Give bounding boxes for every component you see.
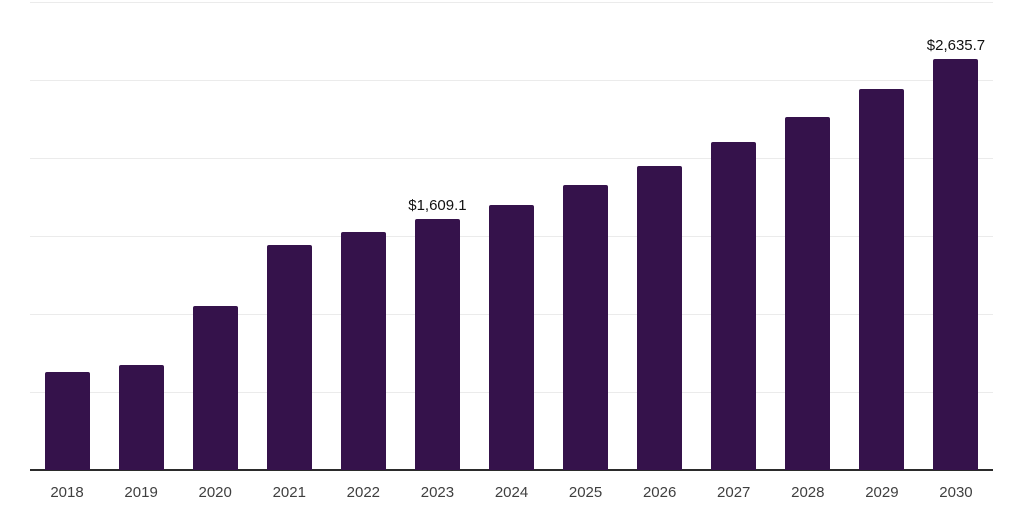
bar-2025 — [563, 185, 609, 470]
bar-2018 — [44, 371, 90, 470]
x-tick-label-2026: 2026 — [642, 484, 677, 501]
bar-2026 — [637, 165, 683, 470]
bar-2030 — [933, 58, 979, 470]
bar-2022 — [340, 232, 386, 470]
x-tick-label-2024: 2024 — [494, 484, 529, 501]
bar-2024 — [489, 204, 534, 470]
x-tick-label-2023: 2023 — [420, 484, 455, 501]
x-tick-label-2027: 2027 — [717, 484, 751, 501]
bar-2023 — [414, 218, 460, 470]
x-tick-label-2028: 2028 — [791, 484, 825, 501]
x-tick-label-2019: 2019 — [124, 484, 158, 501]
bar-2019 — [118, 364, 164, 470]
x-axis-line — [30, 469, 993, 471]
gridline-2000 — [30, 158, 993, 159]
bar-2028 — [785, 117, 831, 470]
x-tick-label-2025: 2025 — [568, 484, 603, 501]
x-tick-label-2021: 2021 — [272, 484, 306, 501]
x-tick-label-2018: 2018 — [50, 484, 84, 501]
x-tick-label-2030: 2030 — [939, 484, 973, 501]
bar-2020 — [192, 306, 238, 470]
bar-2029 — [859, 88, 905, 470]
bar-2027 — [711, 141, 757, 470]
x-tick-label-2022: 2022 — [346, 484, 381, 501]
data-label-2030: $2,635.7 — [926, 36, 986, 54]
data-label-2023: $1,609.1 — [408, 196, 467, 214]
gridline-2500 — [30, 80, 993, 81]
gridline-3000 — [30, 2, 993, 3]
x-tick-label-2020: 2020 — [198, 484, 232, 501]
x-tick-label-2029: 2029 — [865, 484, 899, 501]
bar-2021 — [266, 244, 312, 470]
